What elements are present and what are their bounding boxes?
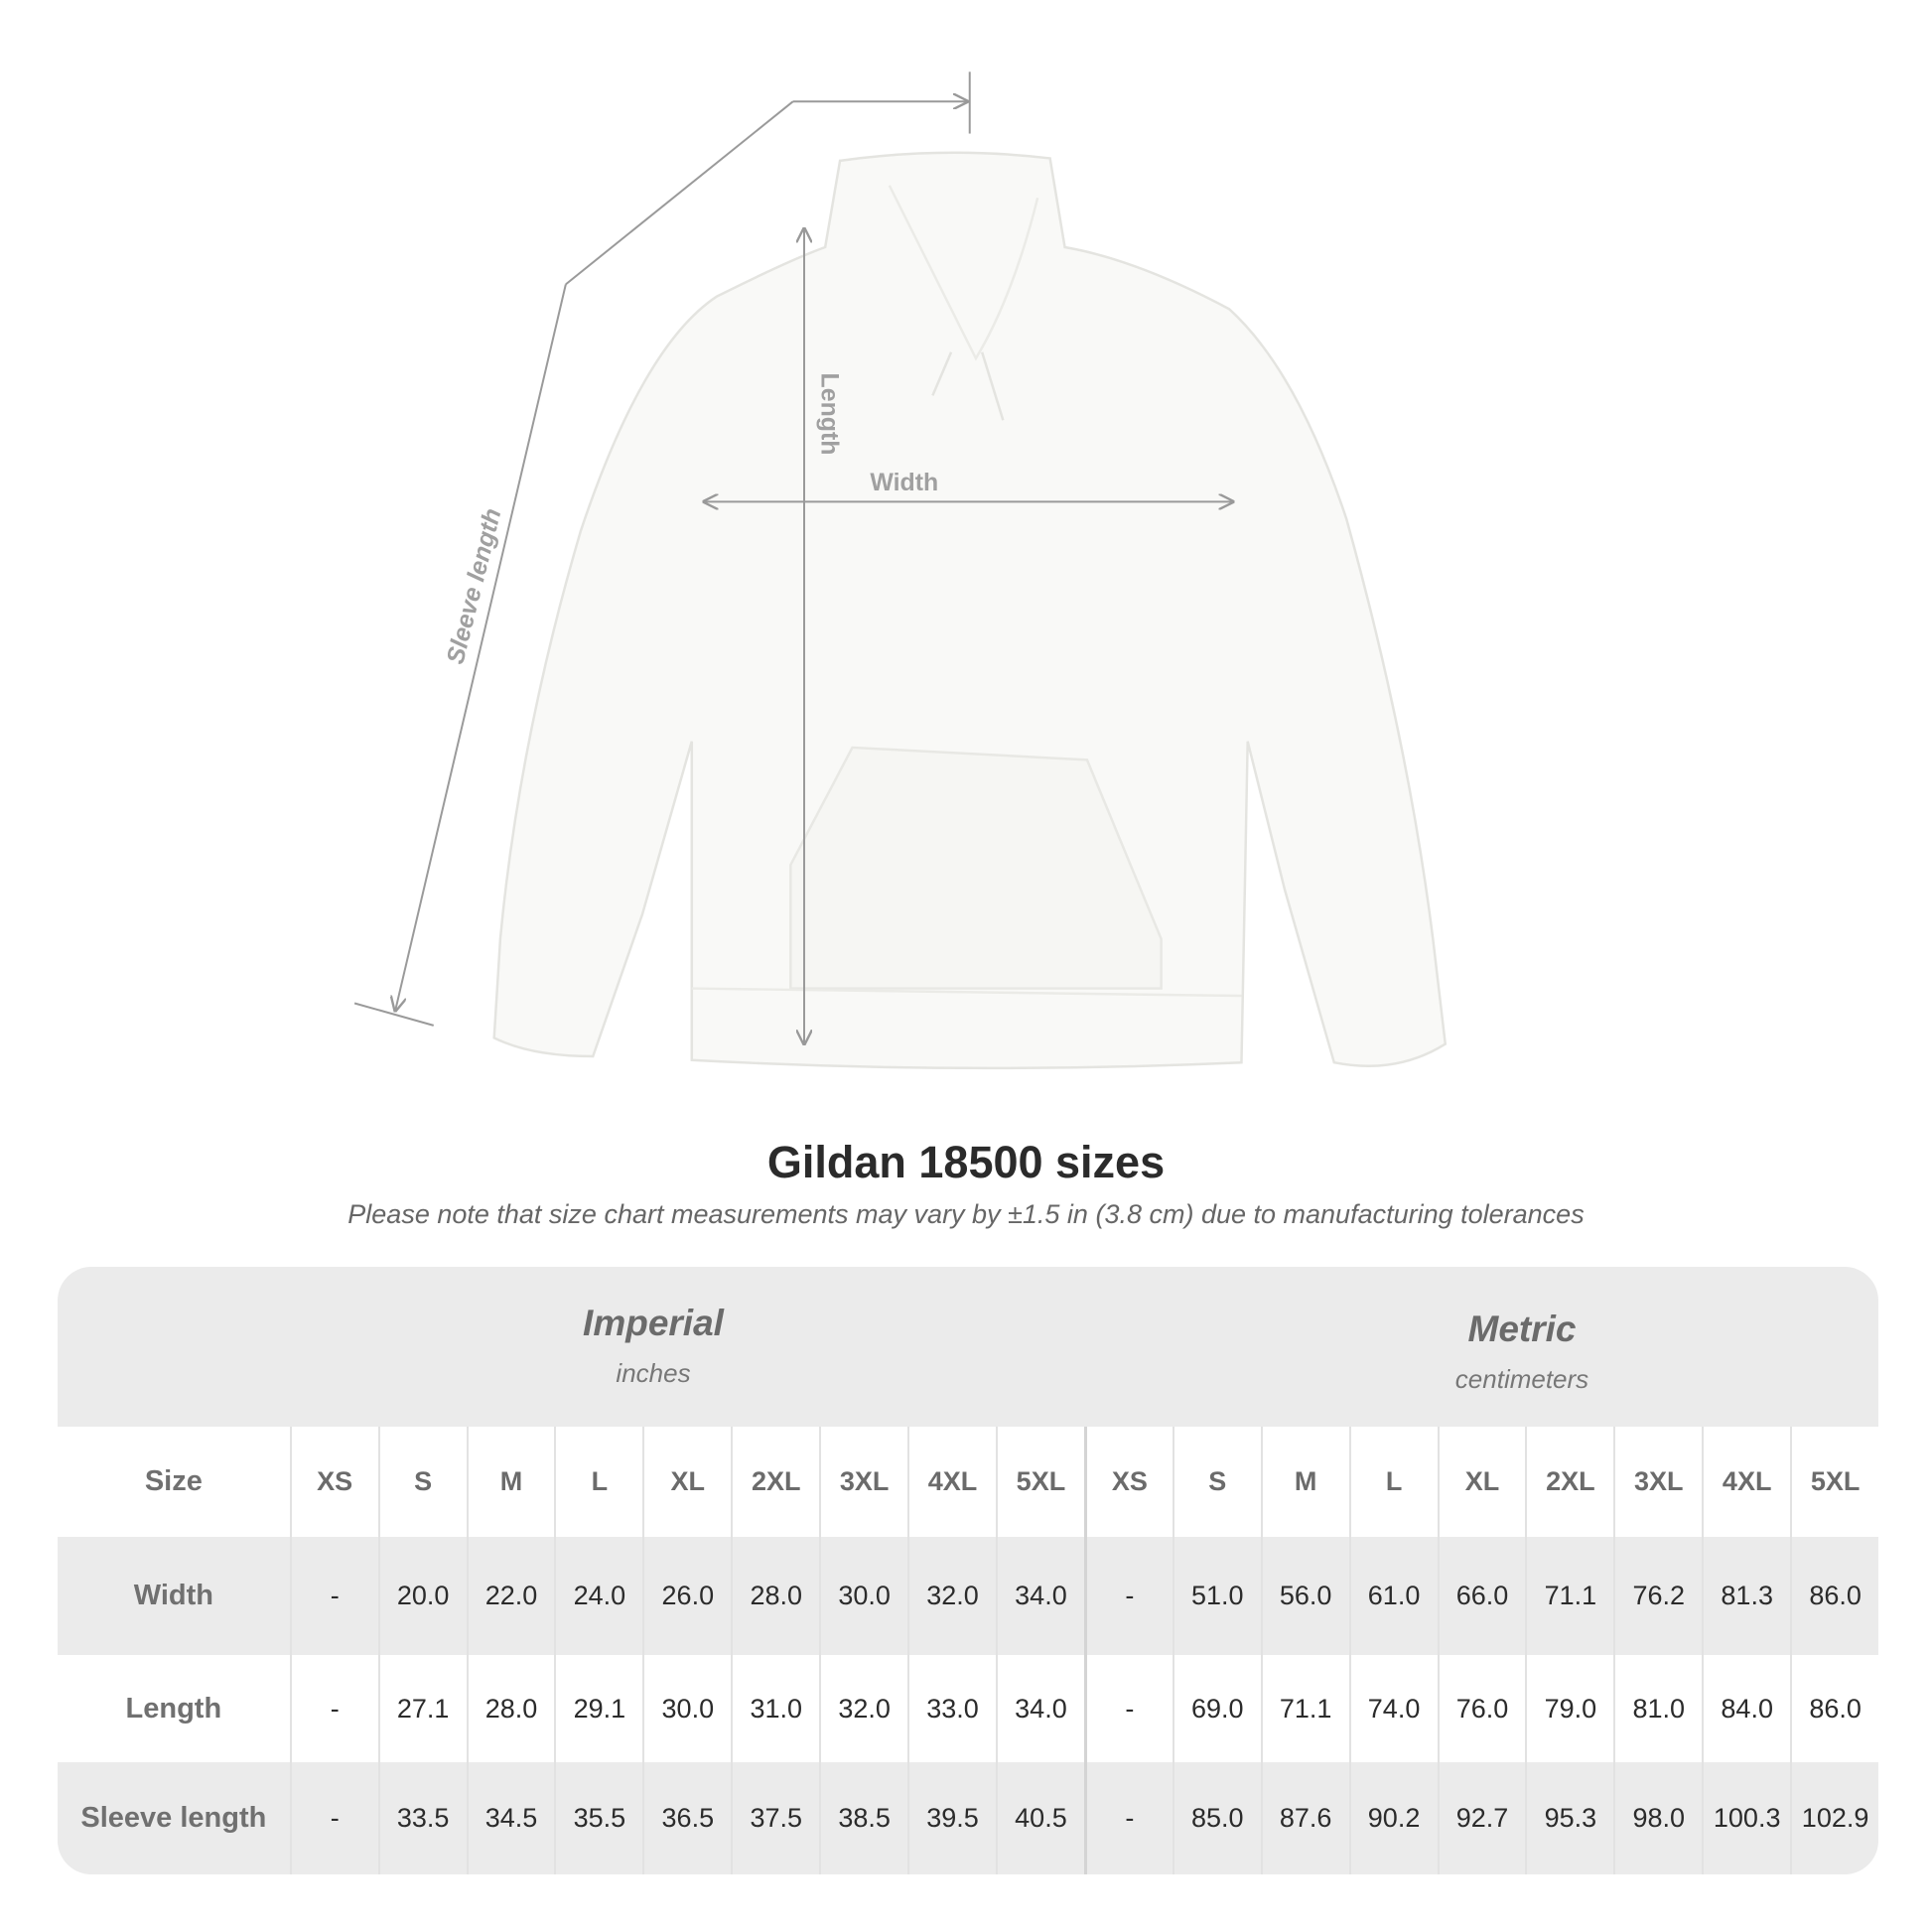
size-table: Imperial inches Metric centimeters Size … (58, 1267, 1878, 1874)
size-header-imperial: XL (642, 1427, 731, 1537)
size-header-metric: S (1172, 1427, 1261, 1537)
value-cell-imperial: 20.0 (377, 1537, 467, 1655)
value-cell-imperial: 29.1 (554, 1655, 642, 1762)
value-cell-imperial: 24.0 (554, 1537, 642, 1655)
metric-group: Metric centimeters (1224, 1309, 1820, 1395)
value-cell-metric: 71.1 (1525, 1537, 1613, 1655)
value-cell-imperial: 28.0 (731, 1537, 819, 1655)
value-cell-imperial: 28.0 (466, 1655, 555, 1762)
value-cell-imperial: 31.0 (731, 1655, 819, 1762)
value-cell-metric: 66.0 (1437, 1537, 1526, 1655)
value-cell-metric: 98.0 (1613, 1762, 1702, 1874)
imperial-group: Imperial inches (355, 1303, 951, 1389)
value-cell-imperial: 22.0 (466, 1537, 555, 1655)
value-cell-imperial: 33.5 (377, 1762, 467, 1874)
table-header-band (58, 1267, 1878, 1427)
value-cell-metric: 56.0 (1260, 1537, 1349, 1655)
size-header-imperial: XS (289, 1427, 378, 1537)
imperial-unit: inches (616, 1358, 691, 1388)
size-label: Size (144, 1465, 203, 1497)
size-header-imperial: S (377, 1427, 467, 1537)
value-cell-metric: 86.0 (1790, 1537, 1878, 1655)
value-cell-imperial: 30.0 (819, 1537, 907, 1655)
value-cell-imperial: 32.0 (907, 1537, 996, 1655)
value-cell-imperial: 36.5 (642, 1762, 731, 1874)
metric-unit: centimeters (1454, 1364, 1589, 1394)
value-cell-imperial: 39.5 (907, 1762, 996, 1874)
width-label: Width (870, 469, 938, 496)
metric-title: Metric (1467, 1309, 1577, 1349)
size-header-imperial: L (554, 1427, 642, 1537)
imperial-title: Imperial (583, 1303, 724, 1343)
value-cell-metric: 84.0 (1702, 1655, 1790, 1762)
value-cell-imperial: 26.0 (642, 1537, 731, 1655)
value-cell-metric: 76.0 (1437, 1655, 1526, 1762)
value-cell-imperial: 34.5 (466, 1762, 555, 1874)
size-header-metric: L (1348, 1427, 1438, 1537)
value-cell-metric: 95.3 (1525, 1762, 1613, 1874)
size-header-row: Size XS S M L XL 2XL 3XL 4XL 5XL XS S M L XL 2XL 3XL 4XL… (58, 1427, 1878, 1537)
value-cell-metric: 102.9 (1790, 1762, 1878, 1874)
hoodie-image (492, 151, 1448, 1070)
size-header-metric: 5XL (1790, 1427, 1878, 1537)
row-band (58, 1762, 1878, 1874)
value-cell-imperial: 35.5 (554, 1762, 642, 1874)
size-header-imperial: M (466, 1427, 555, 1537)
size-header-imperial: 2XL (731, 1427, 819, 1537)
value-cell-metric: 61.0 (1348, 1537, 1438, 1655)
size-header-imperial: 4XL (907, 1427, 996, 1537)
value-cell-metric: 92.7 (1437, 1762, 1526, 1874)
value-cell-metric: 76.2 (1613, 1537, 1702, 1655)
row-label: Width (133, 1580, 213, 1611)
size-header-imperial: 5XL (995, 1427, 1084, 1537)
value-cell-metric: 69.0 (1172, 1655, 1261, 1762)
value-cell-imperial: 40.5 (995, 1762, 1084, 1874)
size-header-metric: XL (1437, 1427, 1526, 1537)
value-cell-metric: 71.1 (1260, 1655, 1349, 1762)
hoodie-diagram: Length Width Sleeve length (353, 71, 1448, 1070)
value-cell-imperial: 37.5 (731, 1762, 819, 1874)
sleeve-length-label: Sleeve length (442, 505, 507, 666)
tolerance-note: Please note that size chart measurements… (347, 1199, 1585, 1229)
table-row: Length -27.1 28.0 29.1 30.0 31.0 32.0 33.0 34.0-… (58, 1655, 1878, 1762)
row-label: Sleeve length (80, 1802, 267, 1834)
value-cell-metric: 74.0 (1348, 1655, 1438, 1762)
value-cell-imperial: - (289, 1655, 378, 1762)
size-header-metric: 2XL (1525, 1427, 1613, 1537)
table-row: Width -20.0 22.0 24.0 26.0 28.0 30.0 32.0 34.0-5… (58, 1537, 1878, 1655)
value-cell-metric: - (1083, 1537, 1173, 1655)
value-cell-metric: 81.3 (1702, 1537, 1790, 1655)
value-cell-imperial: 27.1 (377, 1655, 467, 1762)
size-header-imperial: 3XL (819, 1427, 907, 1537)
value-cell-imperial: 34.0 (995, 1537, 1084, 1655)
length-label: Length (815, 373, 843, 456)
size-header-metric: XS (1083, 1427, 1173, 1537)
value-cell-metric: 87.6 (1260, 1762, 1349, 1874)
chart-title: Gildan 18500 sizes (766, 1137, 1166, 1187)
value-cell-imperial: 38.5 (819, 1762, 907, 1874)
row-label: Length (125, 1692, 222, 1725)
value-cell-imperial: 30.0 (642, 1655, 731, 1762)
value-cell-metric: 79.0 (1525, 1655, 1613, 1762)
value-cell-metric: 81.0 (1613, 1655, 1702, 1762)
value-cell-imperial: 33.0 (907, 1655, 996, 1762)
value-cell-metric: 51.0 (1172, 1537, 1261, 1655)
value-cell-metric: 85.0 (1172, 1762, 1261, 1874)
size-header-metric: M (1260, 1427, 1349, 1537)
value-cell-metric: - (1083, 1655, 1173, 1762)
value-cell-metric: 90.2 (1348, 1762, 1438, 1874)
size-header-metric: 3XL (1613, 1427, 1702, 1537)
value-cell-imperial: 32.0 (819, 1655, 907, 1762)
size-header-metric: 4XL (1702, 1427, 1790, 1537)
value-cell-metric: - (1083, 1762, 1173, 1874)
row-band (58, 1537, 1878, 1655)
value-cell-metric: 100.3 (1702, 1762, 1790, 1874)
value-cell-imperial: 34.0 (995, 1655, 1084, 1762)
table-row: Sleeve length -33.5 34.5 35.5 36.5 37.5 38.5 39… (58, 1762, 1878, 1874)
value-cell-imperial: - (289, 1762, 378, 1874)
value-cell-imperial: - (289, 1537, 378, 1655)
value-cell-metric: 86.0 (1790, 1655, 1878, 1762)
